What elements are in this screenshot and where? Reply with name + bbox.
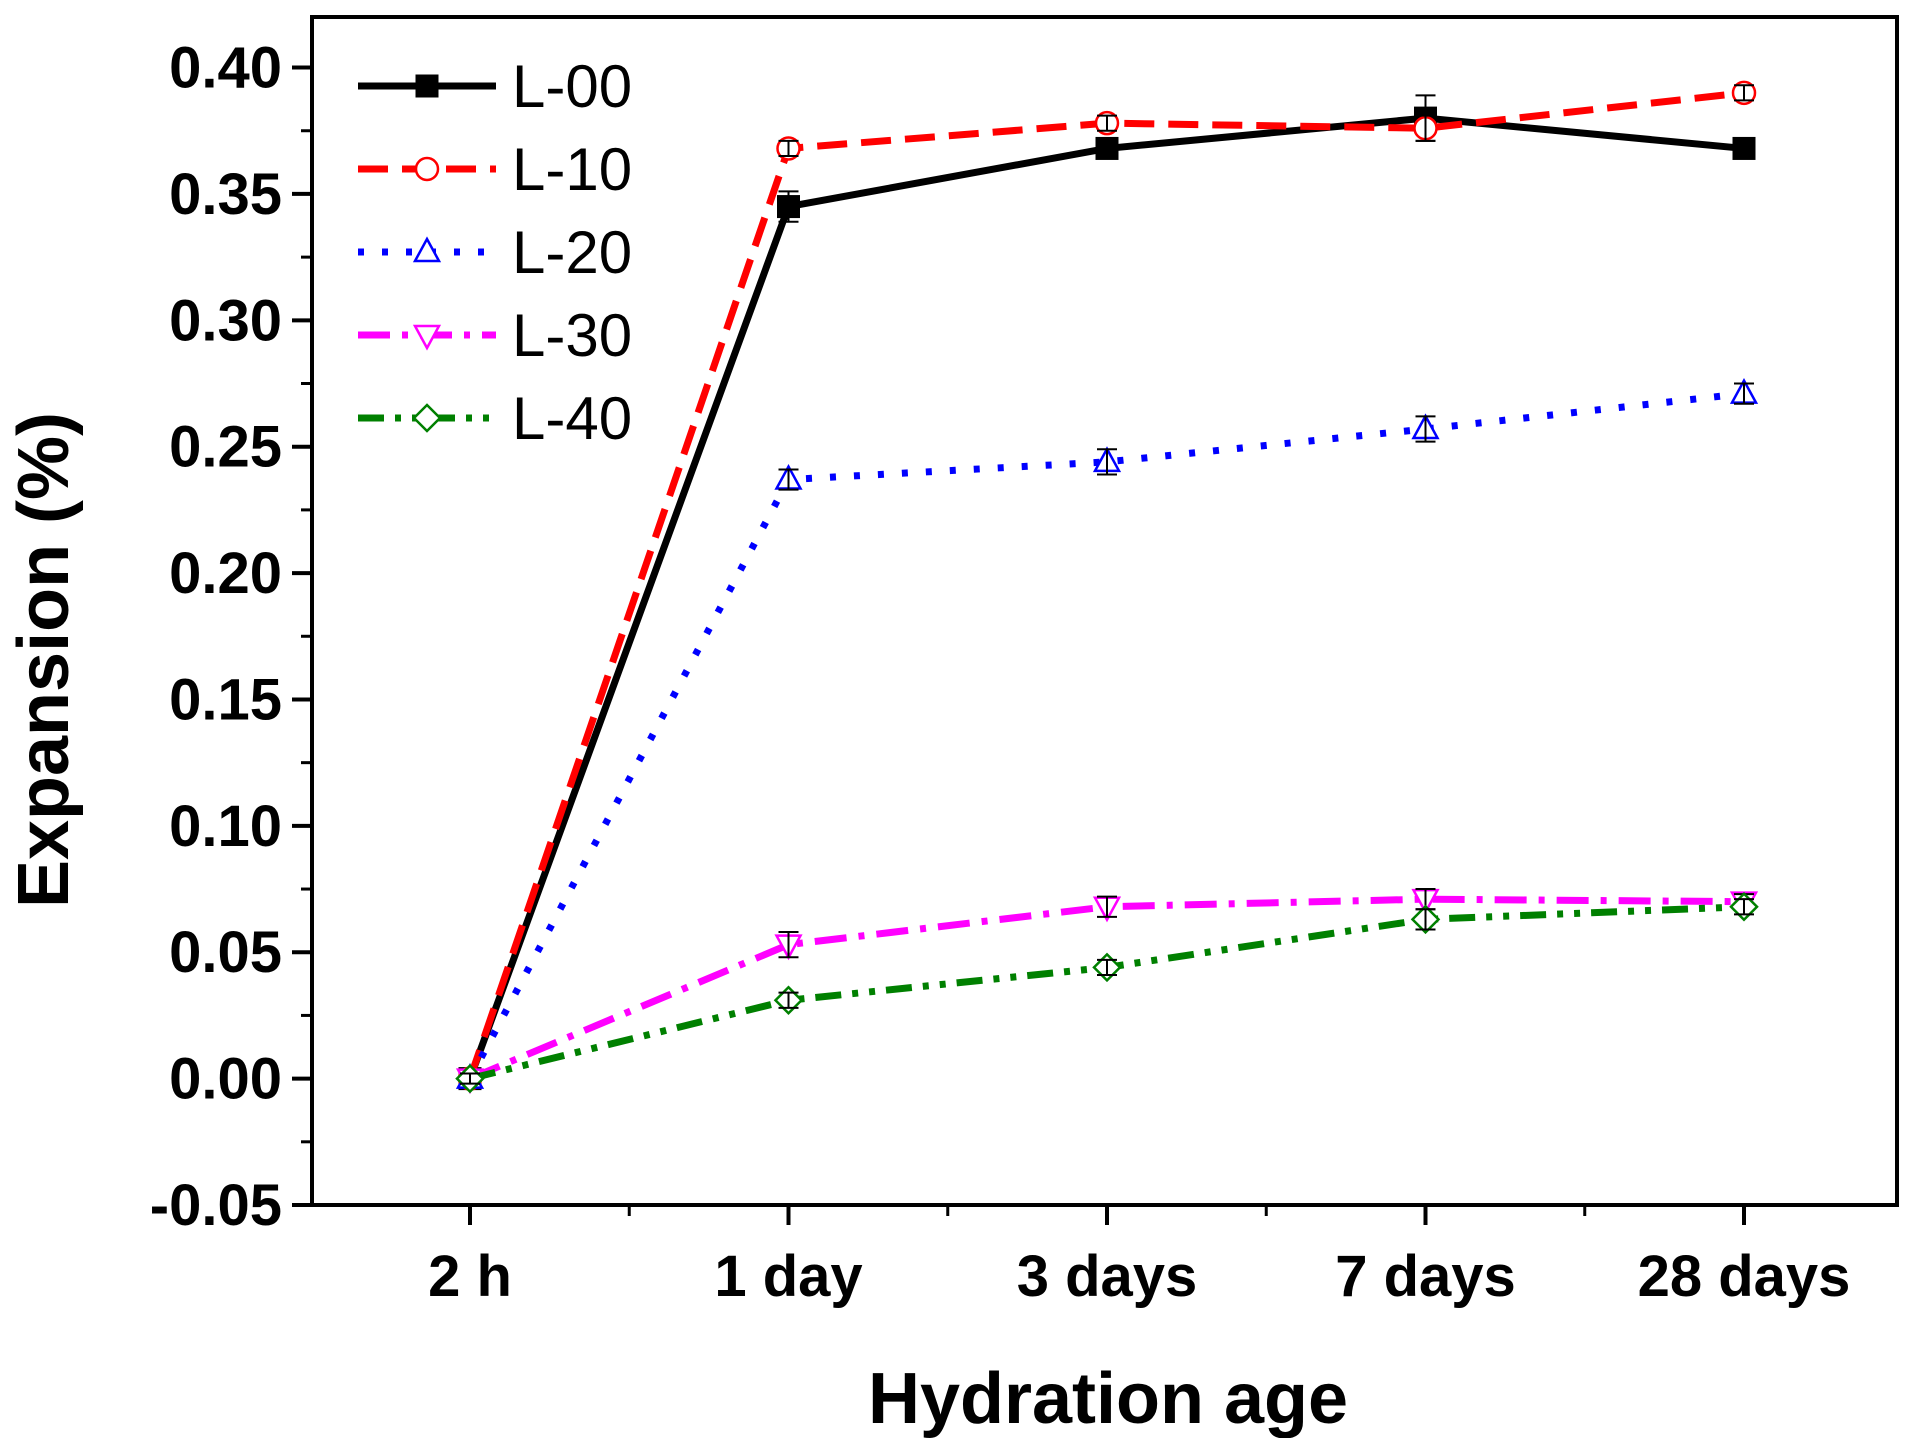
y-tick-label: -0.05 (150, 1173, 282, 1238)
y-tick-label: 0.15 (169, 667, 282, 732)
legend-label: L-00 (512, 53, 632, 120)
y-tick-label: 0.10 (169, 794, 282, 859)
marker-triangle-down (412, 324, 442, 351)
series-line (469, 903, 1745, 1083)
series-area (455, 80, 1759, 1095)
y-tick-label: 0.20 (169, 541, 282, 606)
legend-label: L-30 (512, 302, 632, 369)
y-tick-label: 0.25 (169, 415, 282, 480)
marker-triangle-up (412, 236, 442, 263)
y-axis-title: Expansion (%) (4, 412, 84, 908)
marker-diamond (412, 403, 442, 433)
y-tick-label: 0.30 (169, 288, 282, 353)
x-axis-title: Hydration age (868, 1359, 1348, 1438)
series-line (466, 114, 1745, 1080)
legend-entry-L-40: L-40 (358, 385, 632, 452)
legend-label: L-10 (512, 136, 632, 203)
legend: L-00 L-10 L-20 L-30 L-40 (358, 53, 632, 452)
legend-entry-L-30: L-30 (358, 302, 632, 369)
legend-entry-L-10: L-10 (358, 136, 632, 203)
legend-label: L-40 (512, 385, 632, 452)
marker-square (415, 74, 439, 98)
y-tick-label: 0.40 (169, 36, 282, 101)
series-line (466, 89, 1745, 1080)
axes: -0.05 0.00 0.05 0.10 0.15 0.20 0.25 0.30 0.35 0.4… (150, 15, 1899, 1309)
y-tick-label: 0.05 (169, 920, 282, 985)
legend-entry-L-00: L-00 (358, 53, 632, 120)
legend-label: L-20 (512, 219, 632, 286)
legend-entry-L-20: L-20 (358, 219, 632, 286)
marker-circle (414, 156, 440, 182)
series-line (468, 895, 1745, 1082)
series-L-30 (455, 888, 1759, 1095)
y-tick-label: 0.00 (169, 1047, 282, 1112)
x-tick-label: 7 days (1335, 1244, 1516, 1309)
x-tick-label: 28 days (1638, 1244, 1851, 1309)
series-L-00 (458, 94, 1756, 1091)
plot-frame (310, 15, 1899, 1207)
series-L-40 (455, 891, 1759, 1094)
x-tick-label: 3 days (1017, 1244, 1198, 1309)
y-tick-label: 0.35 (169, 162, 282, 227)
x-tick-label: 2 h (428, 1244, 512, 1309)
x-tick-label: 1 day (714, 1244, 862, 1309)
